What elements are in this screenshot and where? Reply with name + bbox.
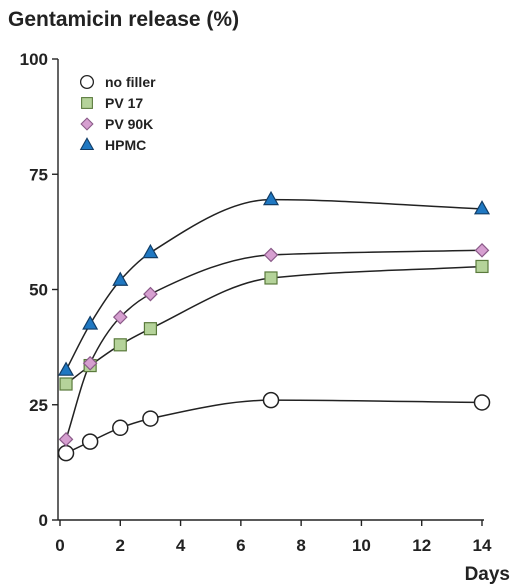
legend-item-pv-17: PV 17: [81, 95, 143, 111]
x-tick-label: 10: [352, 536, 371, 555]
data-point-pv-17: [143, 322, 158, 336]
data-point-pv-90k: [474, 242, 490, 258]
legend: no filler PV 17 PV 90K HPMC: [79, 74, 156, 153]
legend-item-no-filler: no filler: [79, 74, 156, 90]
x-tick-label: 4: [176, 536, 186, 555]
legend-label-no-filler: no filler: [105, 74, 156, 90]
y-tick-label: 50: [29, 281, 48, 300]
x-tick-label: 8: [296, 536, 305, 555]
data-point-no-filler: [81, 433, 99, 450]
x-tick-label: 6: [236, 536, 245, 555]
data-point-no-filler: [262, 391, 280, 409]
data-point-no-filler: [112, 419, 129, 437]
axes: 0 25 50 75 100 0 2 4 6 8 10 12 14: [20, 50, 492, 555]
y-axis-title: Gentamicin release (%): [8, 8, 240, 31]
data-point-hpmc: [473, 200, 491, 215]
legend-label-hpmc: HPMC: [105, 137, 146, 153]
x-tick-label: 0: [55, 536, 64, 555]
legend-label-pv-17: PV 17: [105, 95, 143, 111]
y-tick-label: 25: [29, 396, 48, 415]
data-point-pv-90k: [263, 247, 279, 263]
data-point-pv-17: [113, 338, 127, 352]
data-point-pv-90k: [58, 431, 74, 447]
legend-marker-no-filler: [79, 74, 95, 90]
data-point-pv-90k: [112, 309, 128, 325]
series-markers: [57, 190, 491, 462]
data-point-pv-17: [59, 377, 73, 391]
legend-item-hpmc: HPMC: [79, 137, 146, 153]
y-tick-label: 100: [20, 50, 48, 69]
data-point-pv-90k: [82, 355, 98, 371]
data-point-pv-90k: [143, 286, 158, 302]
legend-item-pv-90k: PV 90K: [80, 116, 153, 132]
legend-marker-pv-90k: [80, 117, 94, 131]
y-tick-label: 75: [29, 165, 48, 184]
x-tick-label: 14: [473, 536, 492, 555]
data-point-hpmc: [82, 315, 99, 330]
data-point-hpmc: [58, 361, 75, 376]
data-point-no-filler: [473, 394, 491, 411]
data-point-no-filler: [57, 444, 75, 462]
data-point-pv-17: [264, 271, 278, 285]
data-point-no-filler: [142, 410, 159, 427]
y-tick-label: 0: [39, 511, 48, 530]
legend-marker-pv-17: [81, 97, 93, 109]
data-point-hpmc: [262, 190, 280, 206]
x-tick-label: 12: [412, 536, 431, 555]
series-line-hpmc: [65, 198, 483, 371]
series-curves: [65, 198, 483, 454]
legend-marker-hpmc: [79, 137, 95, 151]
legend-label-pv-90k: PV 90K: [105, 116, 153, 132]
data-point-pv-17: [475, 259, 489, 274]
data-point-hpmc: [142, 243, 159, 259]
x-axis-title: Days: [464, 564, 510, 585]
x-tick-label: 2: [116, 536, 125, 555]
data-point-hpmc: [112, 271, 129, 286]
